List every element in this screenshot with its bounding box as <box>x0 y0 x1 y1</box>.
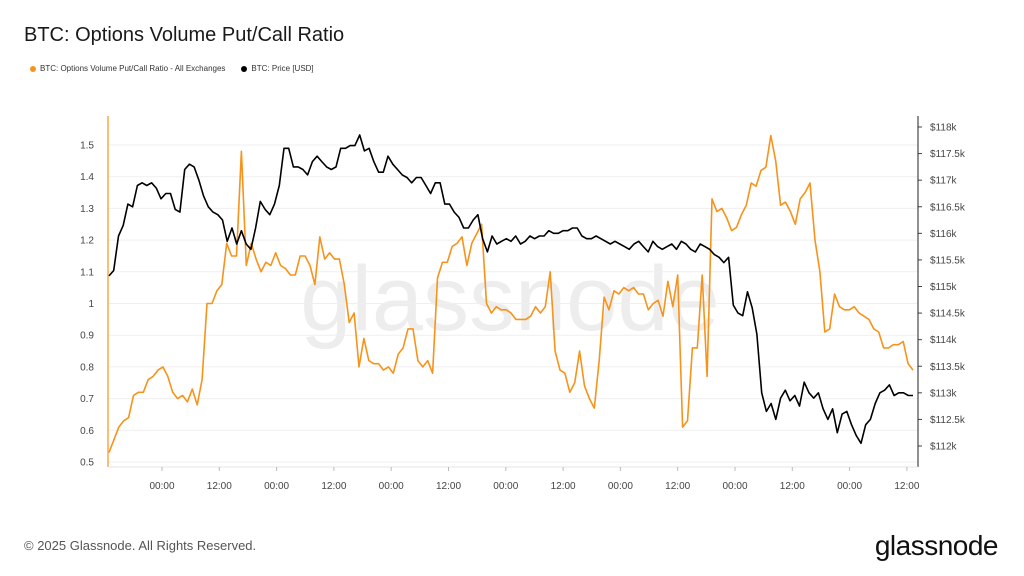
x-tick-label: 00:00 <box>264 481 289 492</box>
y-right-tick-label: $113.5k <box>930 362 966 373</box>
copyright-text: © 2025 Glassnode. All Rights Reserved. <box>24 538 257 553</box>
legend-item-price[interactable]: BTC: Price [USD] <box>241 64 314 73</box>
y-right-tick-label: $114k <box>930 335 958 346</box>
legend-label-put-call-ratio: BTC: Options Volume Put/Call Ratio - All… <box>40 64 226 73</box>
y-left-tick-label: 1.2 <box>80 236 94 247</box>
x-tick-label: 00:00 <box>608 481 633 492</box>
brand-logo: glassnode <box>874 530 999 561</box>
legend-swatch-put-call-ratio <box>30 65 36 72</box>
y-left-tick-label: 1.3 <box>80 204 94 215</box>
x-tick-label: 00:00 <box>379 481 404 492</box>
y-left-tick-label: 1 <box>88 299 94 310</box>
y-right-tick-label: $112k <box>930 442 958 453</box>
y-left-tick-label: 1.5 <box>80 141 94 152</box>
series-line-put-call-ratio <box>108 134 914 453</box>
legend-swatch-price <box>241 65 248 72</box>
y-right-tick-label: $116.5k <box>930 202 966 213</box>
x-tick-label: 12:00 <box>436 481 461 492</box>
x-tick-label: 12:00 <box>665 481 690 492</box>
y-right-tick-label: $112.5k <box>930 415 966 426</box>
y-right-tick-label: $115k <box>930 282 958 293</box>
x-tick-label: 12:00 <box>780 481 805 492</box>
x-tick-label: 00:00 <box>722 481 747 492</box>
x-tick-label: 00:00 <box>149 481 174 492</box>
y-right-tick-label: $115.5k <box>930 255 966 266</box>
legend-label-price: BTC: Price [USD] <box>251 64 314 73</box>
y-right-tick-label: $117k <box>930 176 958 187</box>
y-left-tick-label: 0.5 <box>80 458 94 469</box>
x-tick-label: 12:00 <box>551 481 576 492</box>
y-left-tick-label: 0.6 <box>80 426 94 437</box>
y-left-tick-label: 0.7 <box>80 394 94 405</box>
y-left-tick-label: 1.1 <box>80 267 94 278</box>
y-right-tick-label: $114.5k <box>930 309 966 320</box>
y-right-tick-label: $113k <box>930 388 958 399</box>
y-left-tick-label: 1.4 <box>80 172 94 183</box>
legend: BTC: Options Volume Put/Call Ratio - All… <box>30 64 314 73</box>
legend-item-put-call-ratio[interactable]: BTC: Options Volume Put/Call Ratio - All… <box>30 64 225 73</box>
x-tick-label: 12:00 <box>894 481 919 492</box>
y-left-tick-label: 0.9 <box>80 331 94 342</box>
x-tick-label: 12:00 <box>321 481 346 492</box>
chart-title: BTC: Options Volume Put/Call Ratio <box>24 24 345 46</box>
x-tick-label: 00:00 <box>837 481 862 492</box>
watermark: glassnode <box>300 248 719 350</box>
y-left-tick-label: 0.8 <box>80 362 94 373</box>
x-tick-label: 12:00 <box>207 481 232 492</box>
y-right-tick-label: $118k <box>930 123 958 134</box>
series-line-price <box>108 134 913 445</box>
y-right-tick-label: $117.5k <box>930 149 966 160</box>
y-right-tick-label: $116k <box>930 229 958 240</box>
x-tick-label: 00:00 <box>493 481 518 492</box>
